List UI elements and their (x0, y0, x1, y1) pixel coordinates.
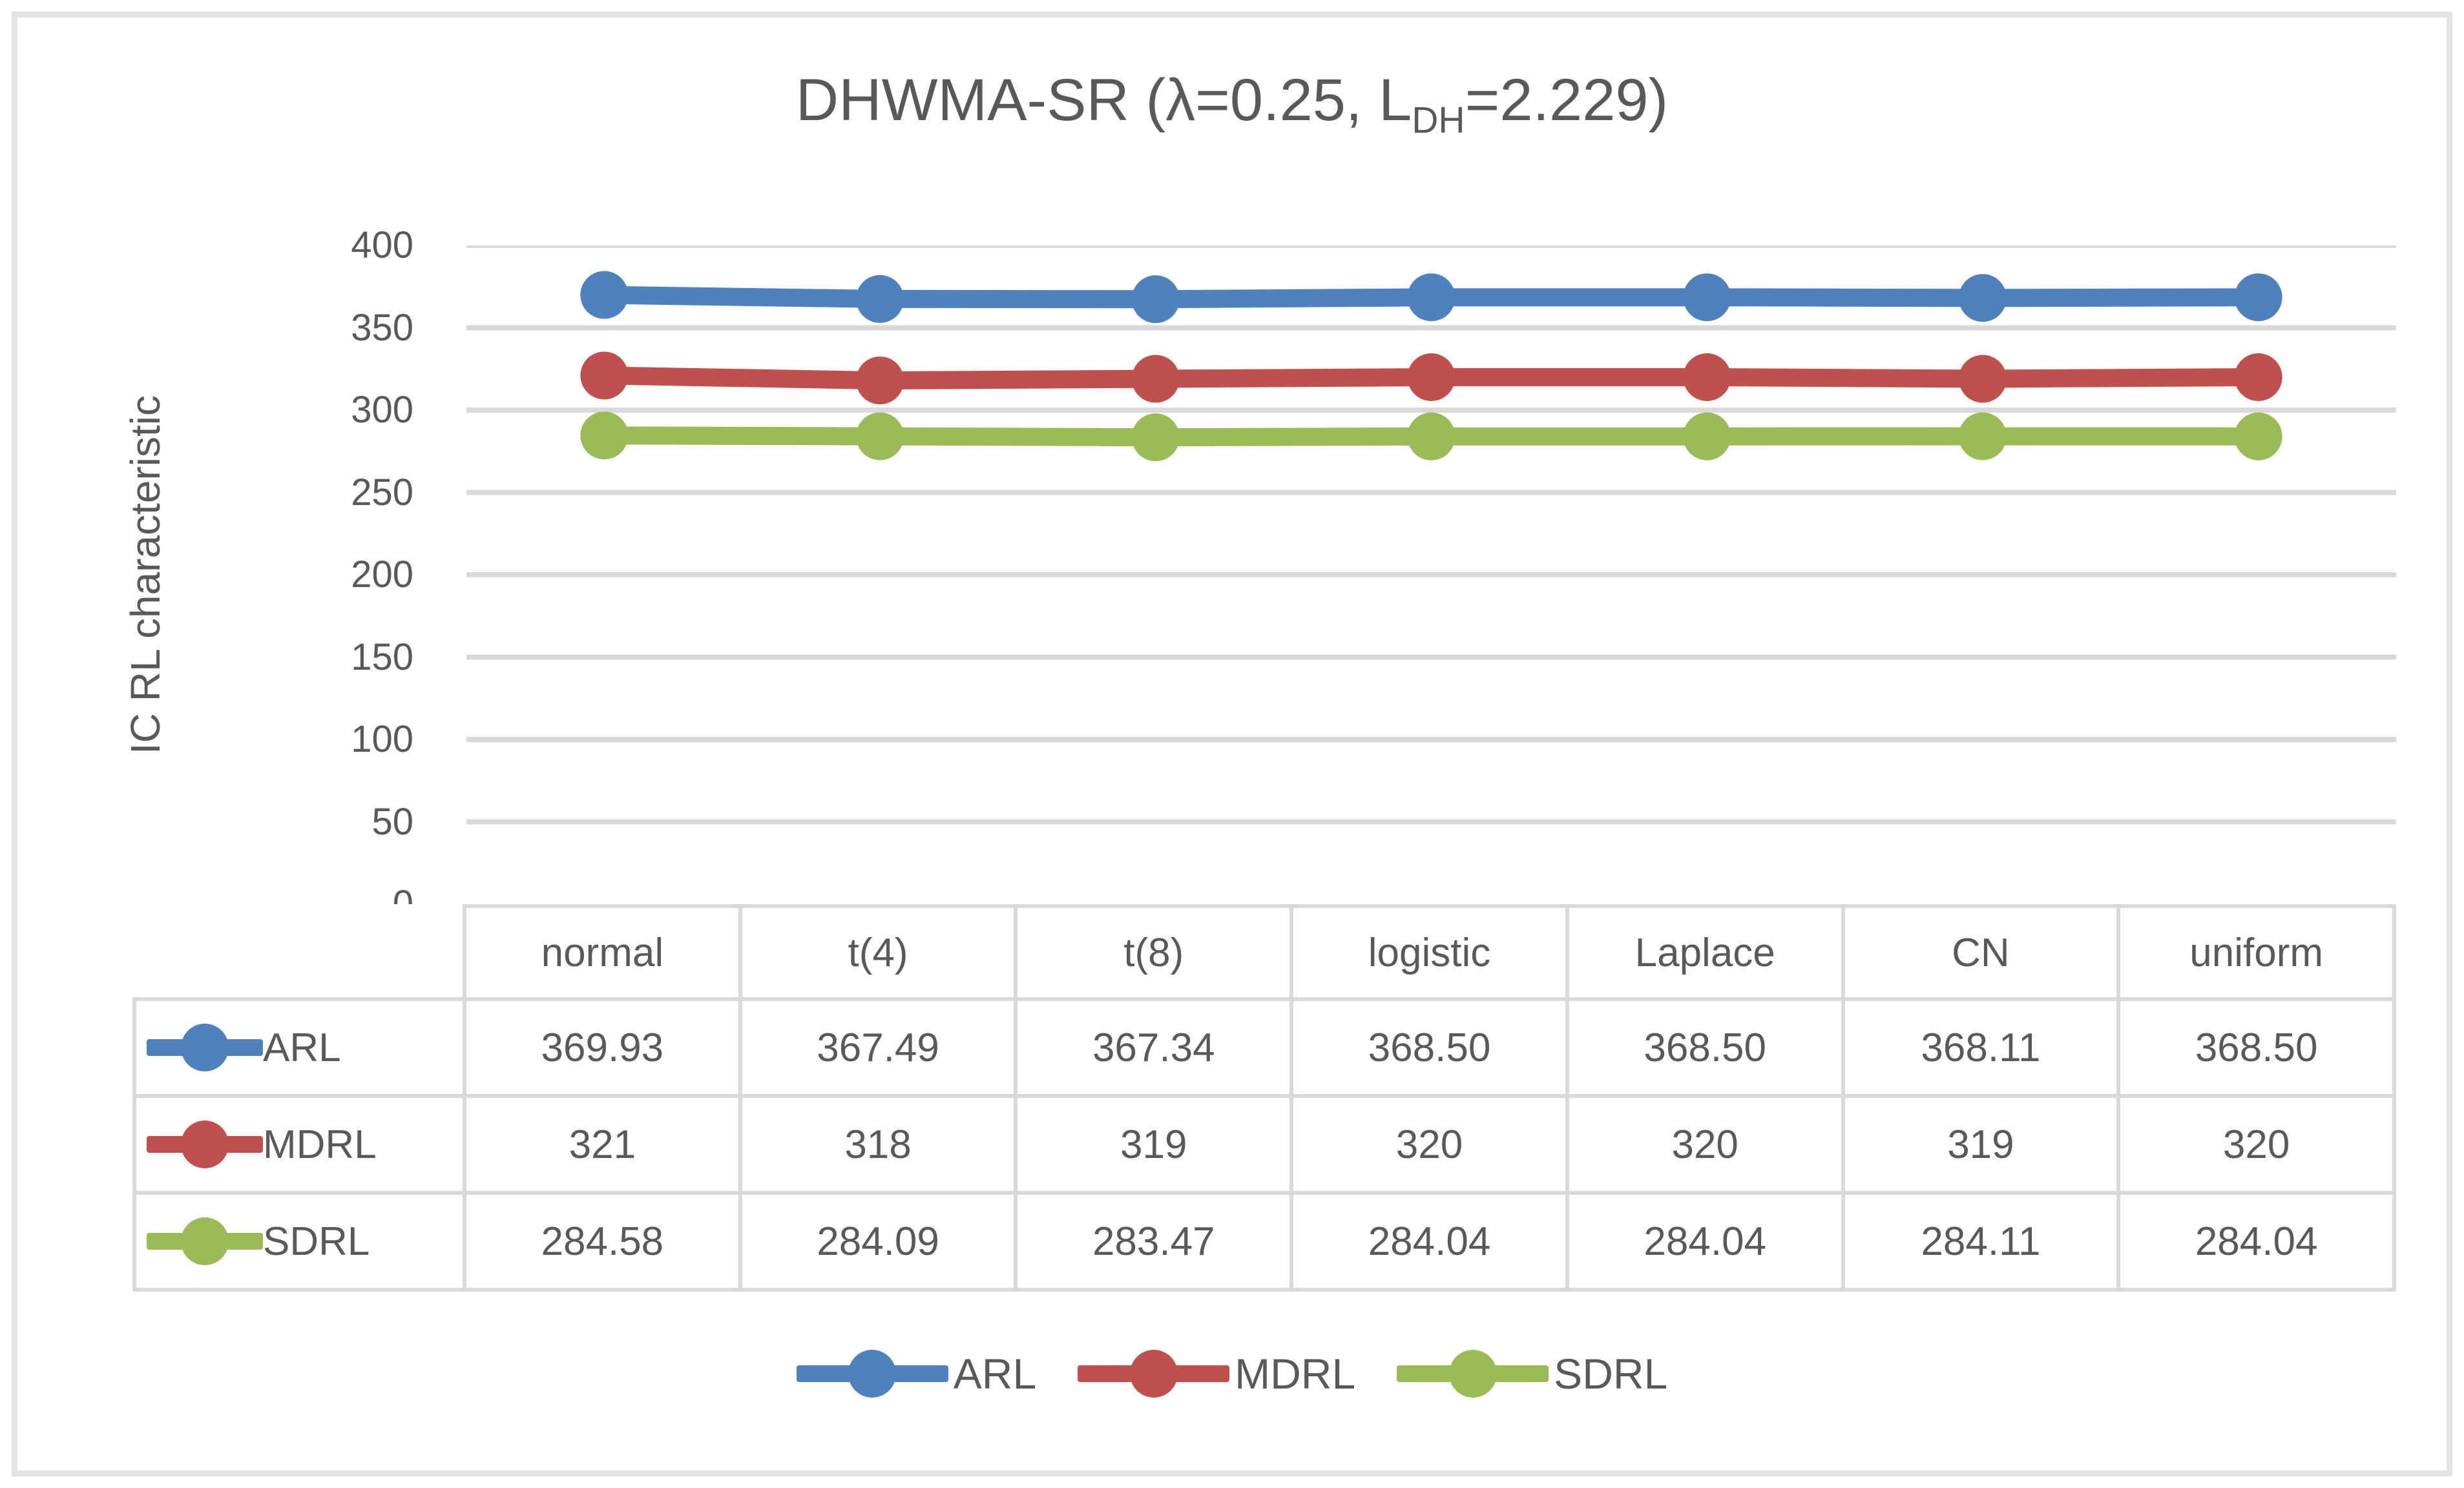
table-header-CN: CN (1844, 904, 2121, 1001)
data-point-SDRL-normal (580, 411, 629, 460)
table-row-label-ARL: ARL (132, 1001, 466, 1098)
legend-item-MDRL: MDRL (1078, 1348, 1355, 1400)
table-cell-MDRL-t(4): 318 (742, 1098, 1018, 1195)
table-header-normal: normal (466, 904, 742, 1001)
table-row-label-text: ARL (263, 1025, 341, 1070)
chart-title: DHWMA-SR (λ=0.25, LDH=2.229) (0, 65, 2464, 156)
table-row-label-text: SDRL (263, 1219, 370, 1264)
legend-label: SDRL (1554, 1350, 1668, 1398)
table-cell-ARL-CN: 368.11 (1844, 1001, 2121, 1098)
data-point-MDRL-CN (1958, 355, 2007, 403)
table-cell-ARL-logistic: 368.50 (1293, 1001, 1569, 1098)
y-tick-label: 150 (351, 636, 413, 678)
table-cell-ARL-t(8): 367.34 (1018, 1001, 1294, 1098)
table-header-logistic: logistic (1293, 904, 1569, 1001)
data-table: normal t(4) t(8) logistic Laplace CN uniform AR… (132, 904, 2396, 1292)
series-key-icon (147, 1119, 263, 1170)
y-tick-label: 50 (371, 800, 413, 843)
series-key-marker-icon (181, 1217, 229, 1265)
data-point-SDRL-t(4) (856, 412, 904, 460)
y-tick-label: 100 (351, 718, 413, 760)
series-key-icon (796, 1348, 948, 1400)
data-point-MDRL-normal (580, 351, 629, 400)
table-corner-cell (132, 904, 466, 1001)
chart-title-prefix: DHWMA-SR (λ=0.25, L (795, 67, 1412, 133)
table-cell-MDRL-uniform: 320 (2120, 1098, 2396, 1195)
table-cell-SDRL-t(4): 284.09 (742, 1195, 1018, 1292)
data-point-MDRL-t(4) (856, 356, 904, 405)
table-cell-MDRL-CN: 319 (1844, 1098, 2121, 1195)
data-point-MDRL-t(8) (1131, 355, 1180, 403)
data-point-MDRL-uniform (2234, 353, 2282, 401)
chart-title-suffix: =2.229) (1465, 67, 1669, 133)
legend-label: ARL (953, 1350, 1037, 1398)
data-point-ARL-logistic (1407, 273, 1456, 322)
y-tick-label: 350 (351, 306, 413, 349)
data-point-ARL-normal (580, 271, 629, 319)
data-point-SDRL-logistic (1407, 412, 1456, 460)
legend-label: MDRL (1235, 1350, 1356, 1398)
y-axis-title: IC RL characteristic (122, 395, 169, 754)
table-row-label-SDRL: SDRL (132, 1195, 466, 1292)
table-cell-MDRL-logistic: 320 (1293, 1098, 1569, 1195)
table-cell-MDRL-normal: 321 (466, 1098, 742, 1195)
series-key-marker-icon (181, 1024, 229, 1071)
data-point-SDRL-uniform (2234, 412, 2282, 460)
table-header-Laplace: Laplace (1569, 904, 1845, 1001)
table-header-t(4): t(4) (742, 904, 1018, 1001)
series-key-marker-icon (1129, 1350, 1178, 1398)
table-cell-SDRL-Laplace: 284.04 (1569, 1195, 1845, 1292)
table-cell-ARL-Laplace: 368.50 (1569, 1001, 1845, 1098)
table-header-uniform: uniform (2120, 904, 2396, 1001)
series-key-icon (147, 1215, 263, 1267)
y-tick-label: 200 (351, 553, 413, 595)
series-key-icon (147, 1022, 263, 1073)
table-cell-SDRL-t(8): 283.47 (1018, 1195, 1294, 1292)
data-point-MDRL-logistic (1407, 353, 1456, 401)
y-tick-label: 250 (351, 471, 413, 513)
data-point-MDRL-Laplace (1683, 353, 1731, 401)
plot-area (466, 245, 2396, 825)
table-cell-SDRL-CN: 284.11 (1844, 1195, 2121, 1292)
table-cell-MDRL-Laplace: 320 (1569, 1098, 1845, 1195)
table-cell-SDRL-logistic: 284.04 (1293, 1195, 1569, 1292)
series-key-icon (1078, 1348, 1230, 1400)
legend-item-ARL: ARL (796, 1348, 1037, 1400)
series-key-marker-icon (848, 1350, 897, 1398)
series-key-marker-icon (181, 1121, 229, 1168)
legend: ARL MDRL SDRL (0, 1338, 2464, 1409)
y-tick-label: 300 (351, 389, 413, 431)
table-cell-SDRL-normal: 284.58 (466, 1195, 742, 1292)
table-cell-SDRL-uniform: 284.04 (2120, 1195, 2396, 1292)
table-cell-MDRL-t(8): 319 (1018, 1098, 1294, 1195)
table-header-t(8): t(8) (1018, 904, 1294, 1001)
legend-item-SDRL: SDRL (1397, 1348, 1667, 1400)
data-point-ARL-t(8) (1131, 275, 1180, 324)
table-cell-ARL-t(4): 367.49 (742, 1001, 1018, 1098)
data-point-SDRL-Laplace (1683, 412, 1731, 460)
y-tick-label: 400 (351, 224, 413, 266)
data-point-ARL-t(4) (856, 274, 904, 323)
table-row-label-text: MDRL (263, 1122, 377, 1167)
table-cell-ARL-uniform: 368.50 (2120, 1001, 2396, 1098)
series-key-icon (1397, 1348, 1549, 1400)
data-point-ARL-Laplace (1683, 273, 1731, 322)
table-cell-ARL-normal: 369.93 (466, 1001, 742, 1098)
data-point-ARL-CN (1958, 274, 2007, 322)
series-key-marker-icon (1448, 1350, 1497, 1398)
data-point-ARL-uniform (2234, 273, 2282, 322)
chart-title-subscript: DH (1412, 99, 1465, 141)
table-row-label-MDRL: MDRL (132, 1098, 466, 1195)
data-point-SDRL-CN (1958, 412, 2007, 460)
data-point-SDRL-t(8) (1131, 413, 1180, 462)
